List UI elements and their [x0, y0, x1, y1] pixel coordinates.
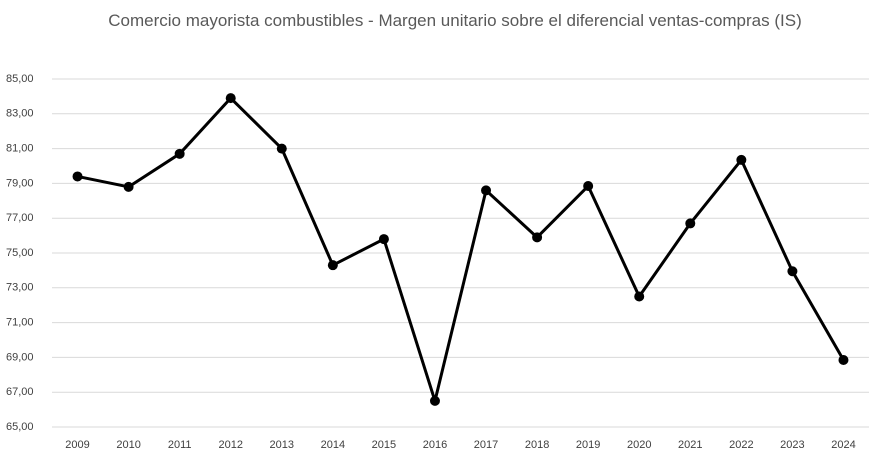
y-tick-label: 73,00 [6, 282, 34, 294]
data-point [736, 154, 747, 165]
data-point [276, 143, 287, 154]
data-point [685, 218, 696, 229]
data-point [327, 260, 338, 271]
data-point [174, 148, 185, 159]
y-tick-label: 81,00 [6, 143, 34, 155]
data-point [72, 171, 83, 182]
data-point [838, 355, 849, 366]
y-tick-label: 65,00 [6, 421, 34, 433]
y-tick-label: 75,00 [6, 247, 34, 259]
y-tick-label: 71,00 [6, 317, 34, 329]
x-tick-label: 2016 [423, 439, 447, 451]
y-tick-label: 67,00 [6, 386, 34, 398]
series-line [77, 96, 845, 403]
data-point [123, 181, 134, 192]
x-tick-label: 2023 [780, 439, 804, 451]
x-tick-label: 2014 [321, 439, 345, 451]
x-tick-label: 2013 [270, 439, 294, 451]
chart-title: Comercio mayorista combustibles - Margen… [108, 11, 802, 30]
x-tick-label: 2017 [474, 439, 498, 451]
y-tick-label: 77,00 [6, 212, 34, 224]
data-point [583, 181, 594, 192]
x-tick-label: 2024 [831, 439, 855, 451]
data-point [481, 185, 492, 196]
data-point [378, 234, 389, 245]
x-tick-label: 2022 [729, 439, 753, 451]
x-tick-label: 2012 [218, 439, 242, 451]
data-point [787, 266, 798, 277]
data-point [634, 291, 645, 302]
y-tick-label: 83,00 [6, 108, 34, 120]
x-tick-label: 2020 [627, 439, 651, 451]
x-tick-label: 2021 [678, 439, 702, 451]
x-tick-label: 2019 [576, 439, 600, 451]
data-point [532, 232, 543, 243]
x-tick-label: 2018 [525, 439, 549, 451]
x-tick-label: 2009 [65, 439, 89, 451]
x-tick-label: 2010 [116, 439, 140, 451]
data-point [225, 93, 236, 104]
y-tick-label: 85,00 [6, 73, 34, 85]
y-tick-label: 79,00 [6, 177, 34, 189]
data-point [429, 395, 440, 406]
x-tick-label: 2015 [372, 439, 396, 451]
y-tick-label: 69,00 [6, 351, 34, 363]
x-tick-label: 2011 [168, 439, 192, 451]
